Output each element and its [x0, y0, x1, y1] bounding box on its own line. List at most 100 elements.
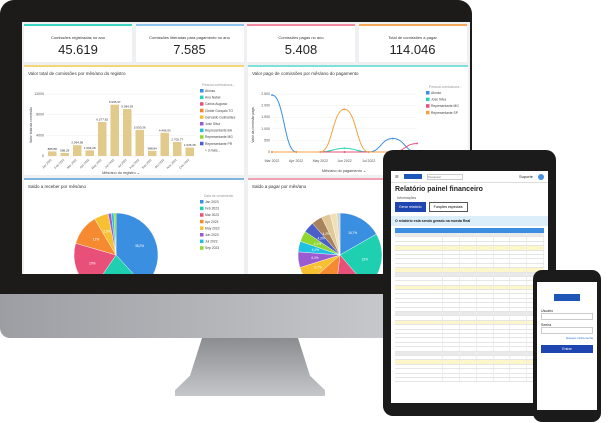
table-row: [395, 259, 545, 264]
bar: [98, 122, 107, 156]
menu-icon[interactable]: ☰: [395, 174, 399, 179]
legend-entry: José Silva: [205, 122, 220, 126]
legend-entry: Feb 2023: [205, 207, 219, 211]
logo: [403, 174, 422, 179]
legend-entry: Sep 2023: [205, 246, 219, 250]
legend-swatch: [200, 213, 204, 217]
legend-title: Pessoa comissiona...: [429, 85, 462, 89]
legend-swatch: [200, 239, 204, 244]
y-tick-label: 500: [264, 138, 270, 142]
kpi-card: Comissões liberadas para pagamento no an…: [135, 24, 244, 62]
pie-data-label: 6,7%: [314, 265, 321, 269]
line-chart-panel: Valor pago de comissões por mês/ano do p…: [248, 65, 468, 175]
table-row: [395, 246, 545, 251]
legend-swatch: [200, 108, 204, 113]
legend-swatch: [426, 97, 430, 102]
x-axis-label: Mês/ano do registro ⌄: [102, 171, 140, 175]
search-input[interactable]: [426, 173, 463, 180]
generate-report-button[interactable]: Gerar relatório: [395, 202, 426, 212]
legend-swatch: [200, 115, 204, 119]
legend-entry: Apr 2023: [205, 220, 219, 224]
data-point: [343, 151, 346, 153]
support-link[interactable]: Suporte: [518, 174, 533, 179]
bar: [48, 151, 57, 156]
legend-swatch: [200, 102, 204, 106]
data-point: [271, 151, 273, 153]
data-point: [343, 147, 346, 150]
legend-swatch: [200, 219, 204, 224]
pie-pay-title: Saldo a pagar por mês/ano: [252, 184, 307, 189]
forgot-password-link[interactable]: Esqueci minha senha: [566, 336, 593, 340]
avatar[interactable]: [538, 173, 544, 180]
bar-data-label: 2.705,77: [171, 138, 183, 142]
pie-data-label: 38,2%: [135, 244, 144, 248]
legend-swatch: [200, 226, 204, 230]
legend-swatch: [200, 89, 204, 93]
bar-data-label: 1.635,28: [184, 143, 196, 147]
kpi-label: Comissões liberadas para pagamento no an…: [149, 35, 230, 40]
legend-swatch: [426, 110, 430, 115]
pie-data-label: 4,1%: [312, 248, 319, 252]
login-button[interactable]: Entrar: [541, 345, 593, 353]
legend-entry: Jun 2023: [205, 233, 219, 237]
bar: [173, 142, 182, 156]
legend-swatch: [200, 200, 204, 204]
currency-banner: O relatório está sendo gerado na moeda R…: [391, 216, 548, 226]
x-tick-label: Dec 2022: [178, 158, 190, 170]
x-tick-label: Jan 2022: [41, 158, 53, 170]
bar: [160, 132, 169, 156]
legend-swatch: [200, 141, 204, 146]
pie-data-label: 16,7%: [348, 231, 357, 235]
username-input[interactable]: [541, 313, 593, 320]
legend-swatch: [426, 104, 430, 108]
pie-data-label: 4,2%: [322, 232, 329, 236]
table-row: [395, 263, 545, 269]
legend-swatch: [200, 135, 204, 139]
legend-swatch: [200, 122, 204, 126]
info-toggle[interactable]: Informações: [397, 196, 417, 200]
pie-data-label: 20%: [89, 262, 96, 266]
table-row: [395, 377, 545, 383]
x-tick-label: Jul 2022: [362, 159, 375, 163]
bar: [135, 129, 144, 156]
x-tick-label: Jun 2022: [337, 159, 351, 163]
legend-entry: Jan 2023: [205, 200, 219, 204]
table-header: [395, 228, 544, 233]
bar: [123, 109, 132, 156]
table-row: [395, 254, 545, 260]
y-tick-label: 0: [42, 154, 44, 158]
kpi-value: 114.046: [389, 42, 436, 57]
pie-receive-panel: Saldo a receber por mês/ano 38,2%21,3%20…: [24, 178, 244, 274]
report-table: [395, 228, 545, 383]
legend-entry: Carlos Augusto: [205, 102, 228, 106]
bar: [185, 147, 194, 156]
line-chart: 0 500 1.000 1.500 2.000 2.500 Mar 2022 Apr 2022…: [251, 85, 462, 173]
bar-data-label: 588,28: [60, 148, 70, 152]
legend-entry: José Silva: [431, 98, 446, 102]
kpi-value: 45.619: [58, 42, 98, 57]
y-tick-label: 0: [268, 150, 270, 154]
pie-slice: [102, 254, 134, 274]
table-row: [395, 237, 545, 242]
tablet-screen: ☰ Suporte Relatório painel financeiro In…: [391, 171, 548, 403]
x-tick-label: Mar 2022: [66, 158, 78, 170]
kpi-card: Total de comissões a pagar 114.046: [358, 24, 467, 62]
bar-data-label: 988,84: [148, 146, 158, 150]
pie-data-label: 4,1%: [314, 242, 321, 246]
tablet-frame: ☰ Suporte Relatório painel financeiro In…: [383, 150, 556, 416]
legend-entry: Gervaldo Guimarães: [205, 115, 236, 119]
legend-entry: Representante BA: [205, 129, 233, 133]
bar: [73, 145, 82, 156]
pie-pay-chart: 16,7%22%13,2%11,6%6,7%6,0%4,1%4,1%4,2%4,…: [297, 212, 383, 274]
legend-swatch: [200, 246, 204, 250]
bar: [148, 150, 157, 156]
table-row: [395, 268, 545, 273]
table-row: [395, 250, 545, 255]
x-tick-label: Apr 2022: [79, 158, 91, 170]
bar: [110, 104, 119, 156]
special-functions-button[interactable]: Funções especiais: [428, 202, 468, 212]
pie-slice: [339, 212, 377, 256]
x-tick-label: Aug 2022: [128, 158, 140, 170]
logo: [554, 294, 580, 301]
password-input[interactable]: [541, 327, 593, 334]
